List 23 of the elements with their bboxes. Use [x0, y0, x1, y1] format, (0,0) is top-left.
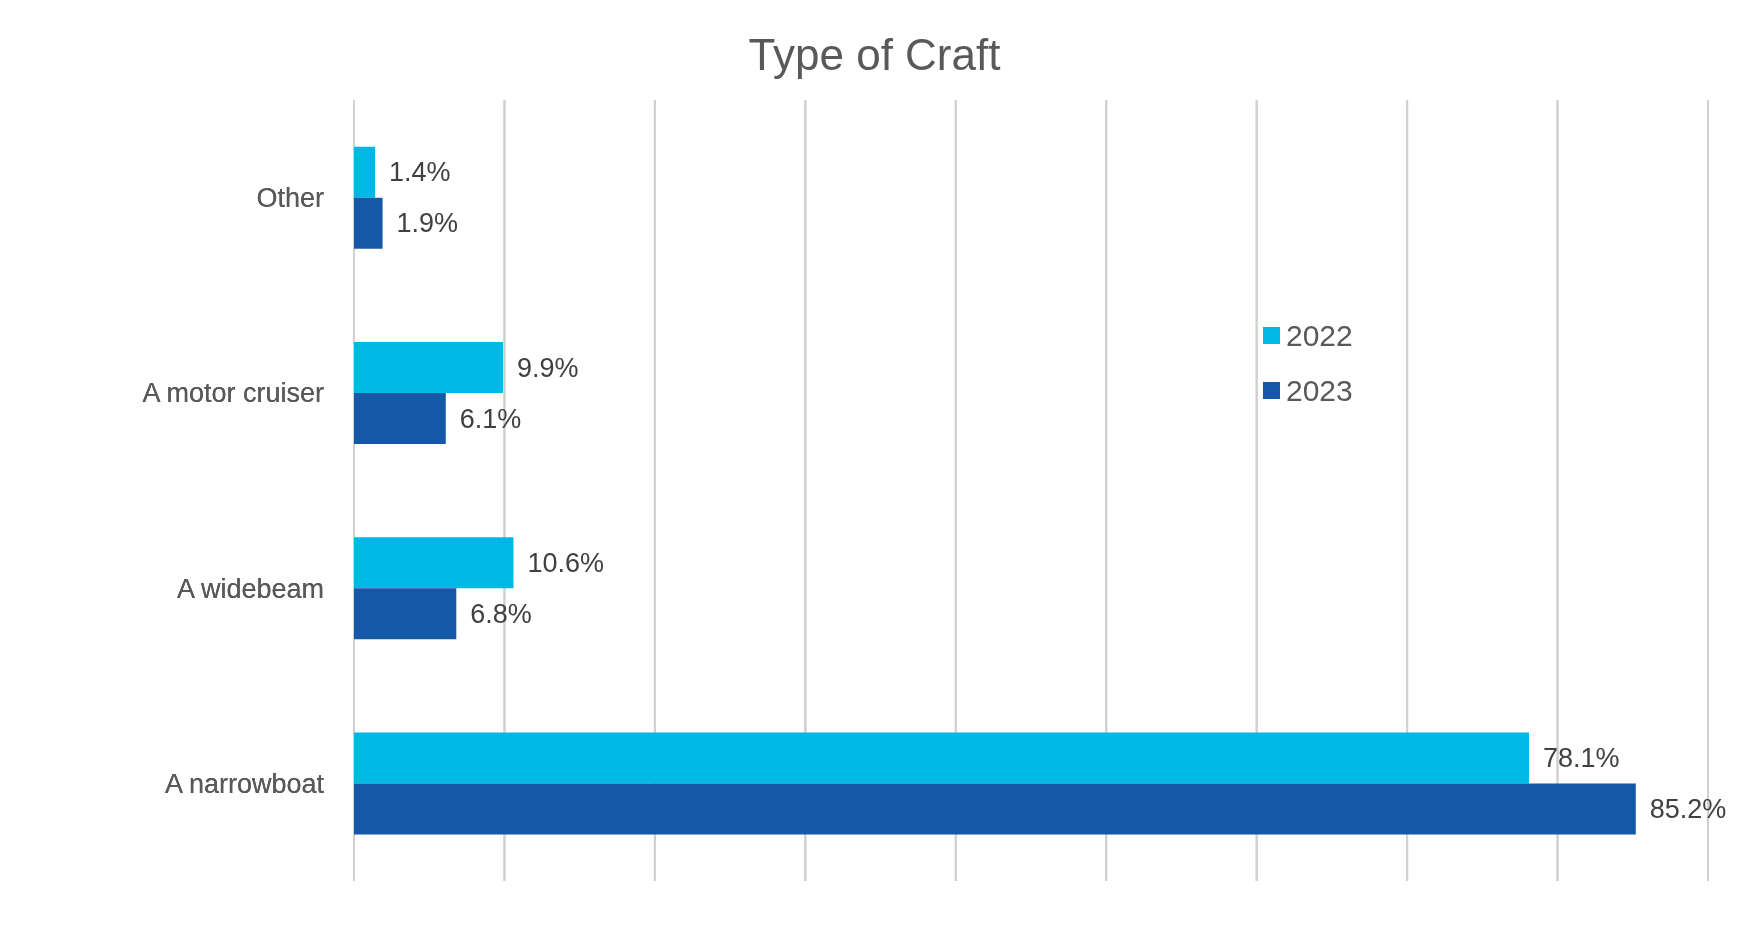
legend-label: 2023	[1285, 372, 1353, 409]
bar	[354, 393, 446, 445]
data-label: 1.4%	[389, 157, 451, 188]
bar	[354, 588, 457, 640]
legend-label: 2022	[1285, 317, 1353, 354]
y-tick-label: A motor cruiser	[142, 378, 324, 409]
y-tick-label: Other	[256, 183, 324, 214]
data-label: 1.9%	[396, 208, 459, 239]
data-label: 10.6%	[527, 547, 605, 578]
bar	[354, 783, 1636, 835]
bar	[354, 197, 383, 249]
data-label: 85.2%	[1649, 794, 1727, 825]
y-tick-label: A narrowboat	[164, 768, 325, 799]
y-tick-label: A widebeam	[176, 573, 324, 604]
data-label: 9.9%	[516, 352, 579, 383]
bar	[354, 732, 1529, 784]
bar	[354, 146, 376, 198]
chart-title: Type of Craft	[747, 30, 1002, 80]
data-label: 6.1%	[459, 403, 522, 434]
bar	[354, 537, 514, 589]
bar	[354, 342, 503, 394]
data-label: 6.8%	[470, 598, 532, 629]
data-label: 78.1%	[1542, 743, 1620, 774]
